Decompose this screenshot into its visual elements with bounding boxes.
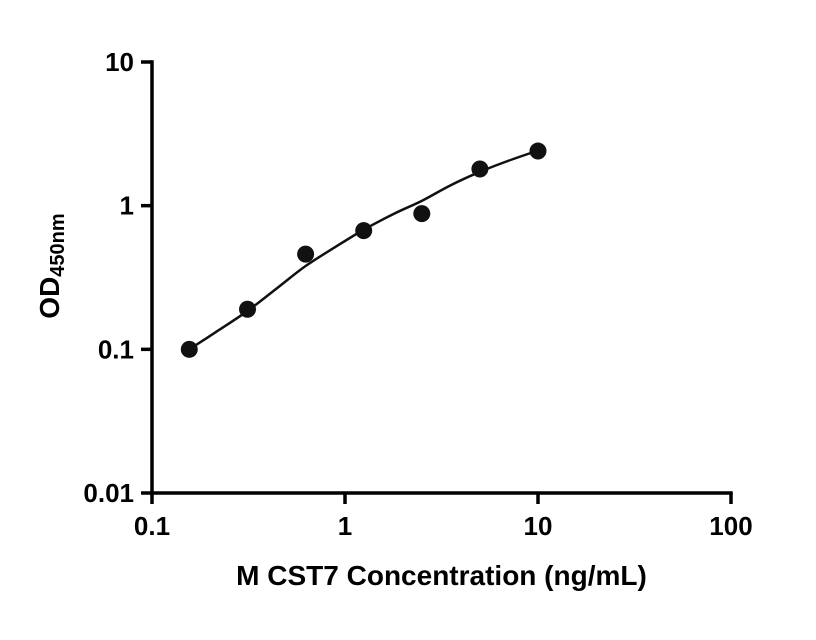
data-point [413, 205, 431, 223]
x-tick-label: 10 [524, 511, 553, 541]
y-axis-title-subscript: 450nm [47, 213, 69, 277]
fit-curve [188, 149, 539, 351]
x-tick-label: 100 [709, 511, 752, 541]
data-point [297, 245, 315, 263]
y-tick-label: 0.01 [83, 478, 134, 508]
y-tick-label: 10 [105, 47, 134, 77]
y-tick-label: 0.1 [98, 334, 134, 364]
y-axis-title-main: OD [34, 276, 65, 319]
y-axis-title: OD450nm [34, 213, 70, 318]
x-axis-title: M CST7 Concentration (ng/mL) [236, 560, 647, 591]
data-point [529, 142, 547, 160]
data-point [180, 340, 198, 358]
x-tick-label: 0.1 [134, 511, 170, 541]
y-tick-label: 1 [120, 191, 134, 221]
data-point [239, 300, 257, 318]
data-point [355, 222, 373, 240]
data-point [471, 160, 489, 178]
x-tick-label: 1 [338, 511, 352, 541]
